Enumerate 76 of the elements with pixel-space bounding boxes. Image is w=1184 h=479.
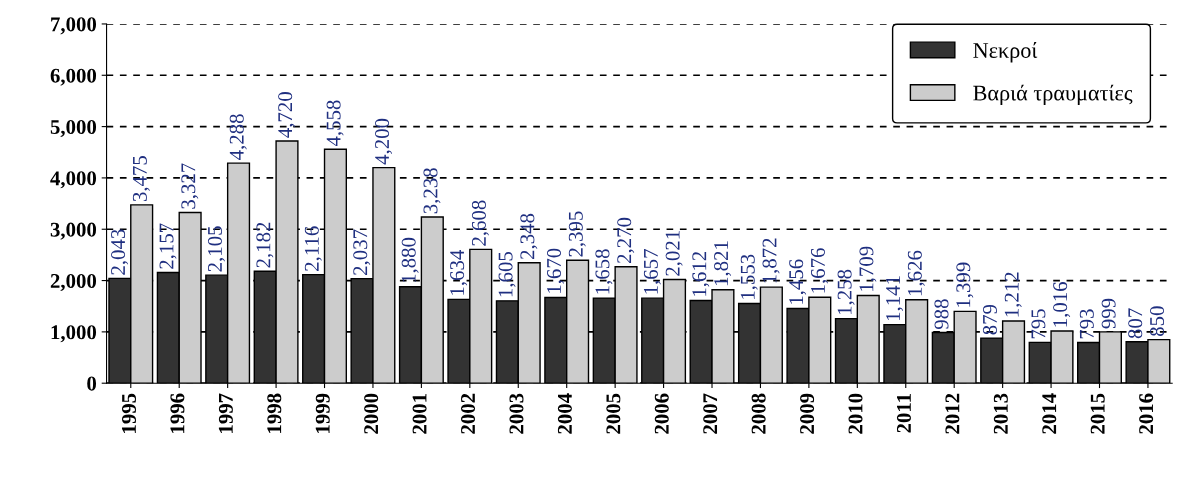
y-tick-label: 2,000 — [50, 273, 97, 292]
data-label: 1,399 — [956, 262, 974, 307]
data-label: 1,670 — [546, 248, 565, 293]
y-tick-label: 5,000 — [50, 119, 97, 138]
data-label: 1,141 — [886, 276, 904, 321]
x-tick-label: 2015 — [1090, 393, 1105, 434]
data-label: 1,605 — [498, 251, 516, 297]
data-label: 1,709 — [859, 246, 877, 291]
data-label: 1,212 — [1004, 272, 1022, 317]
y-tick-label: 1,000 — [51, 325, 97, 343]
x-tick-label: 2016 — [1139, 393, 1154, 434]
x-tick-label: 2012 — [945, 393, 960, 434]
x-tick-label: 2014 — [1042, 393, 1057, 434]
data-label: 3,475 — [132, 156, 150, 202]
data-label: 1,634 — [450, 250, 468, 295]
data-label: 807 — [1128, 308, 1143, 339]
x-tick-label: 2002 — [460, 393, 476, 434]
y-tick-label: 7,000 — [51, 17, 97, 35]
y-tick-label: 3,000 — [50, 222, 97, 240]
x-tick-label: 1997 — [218, 393, 233, 433]
x-tick-label: 1996 — [170, 393, 185, 433]
x-tick-label: 2010 — [848, 393, 863, 434]
data-label: 1,676 — [811, 248, 828, 293]
x-tick-label: 2001 — [412, 394, 427, 434]
data-label: 1,658 — [595, 249, 613, 294]
data-label: 850 — [1150, 306, 1165, 336]
data-label: 1,612 — [692, 251, 710, 296]
data-label: 1,821 — [714, 241, 732, 286]
x-tick-label: 1999 — [315, 393, 330, 433]
data-label: 988 — [934, 299, 949, 330]
data-label: 2,116 — [304, 226, 322, 271]
data-label: 3,238 — [423, 168, 441, 214]
data-label: 2,182 — [256, 222, 274, 268]
data-label: 3,327 — [181, 163, 199, 209]
x-tick-label: 2000 — [364, 393, 379, 434]
data-label: 999 — [1101, 298, 1116, 329]
data-label: 4,288 — [229, 114, 247, 160]
data-label: 1,016 — [1053, 282, 1071, 327]
data-label: 2,348 — [520, 213, 538, 259]
data-label: 4,200 — [375, 118, 393, 165]
data-label: 1,258 — [837, 269, 855, 315]
data-label: 1,872 — [762, 238, 780, 283]
y-tick-label: 4,000 — [50, 171, 97, 189]
data-label: 1,456 — [789, 259, 807, 304]
data-label: 795 — [1031, 309, 1046, 339]
x-tick-label: 2008 — [751, 393, 766, 434]
data-label: 1,626 — [907, 250, 925, 296]
data-label: 4,720 — [278, 92, 296, 138]
x-tick-label: 2006 — [654, 393, 669, 434]
data-label: 2,270 — [617, 217, 635, 264]
x-tick-label: 2011 — [896, 394, 911, 433]
data-label: 1,880 — [401, 237, 419, 283]
legend-label: Βαριά τραυματίες — [973, 84, 1133, 106]
data-label: 2,043 — [111, 229, 129, 275]
x-tick-label: 1995 — [121, 393, 136, 433]
x-tick-label: 1998 — [267, 393, 282, 433]
data-label: 2,157 — [159, 223, 177, 269]
data-label: 4,558 — [326, 100, 344, 147]
x-tick-label: 2004 — [557, 393, 572, 434]
data-label: 2,395 — [568, 211, 586, 257]
data-label: 793 — [1079, 309, 1094, 339]
y-tick-label: 6,000 — [50, 68, 97, 86]
x-tick-label: 2005 — [606, 393, 621, 434]
legend-label: Νεκροί — [973, 42, 1038, 63]
data-label: 1,657 — [643, 249, 661, 294]
data-label: 2,105 — [207, 226, 225, 272]
data-label: 1,553 — [740, 254, 758, 299]
x-tick-label: 2009 — [800, 393, 815, 434]
x-tick-label: 2007 — [703, 393, 718, 434]
x-tick-label: 2013 — [993, 393, 1008, 434]
data-label: 2,608 — [471, 200, 489, 246]
x-tick-label: 2003 — [509, 393, 524, 434]
data-label: 2,037 — [353, 229, 371, 275]
y-tick-label: 0 — [87, 376, 97, 391]
data-label: 2,021 — [665, 231, 683, 276]
data-label: 879 — [982, 304, 997, 335]
